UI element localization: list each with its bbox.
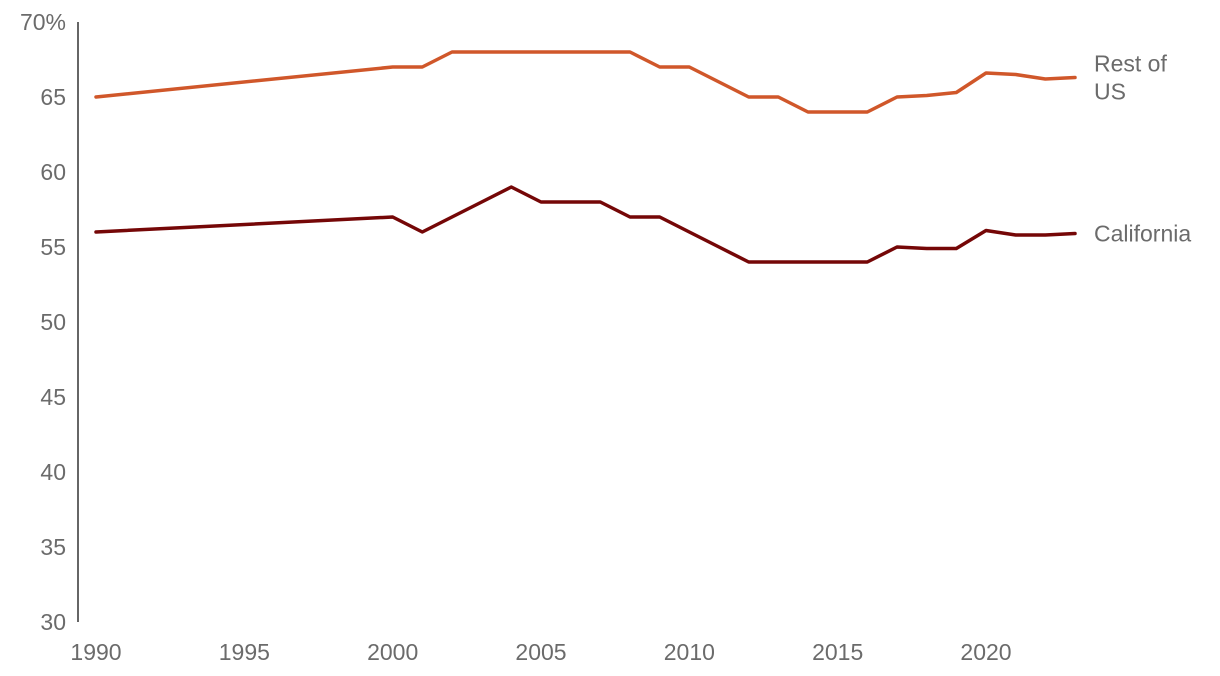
series-label-california: California <box>1094 221 1191 247</box>
y-axis-ticks: 30 35 40 45 50 55 60 65 70% <box>20 9 66 635</box>
y-tick-label: 55 <box>40 234 66 260</box>
y-tick-label: 35 <box>40 534 66 560</box>
series-label-line: US <box>1094 79 1126 105</box>
series-label-line: California <box>1094 221 1191 247</box>
x-tick-label: 2000 <box>367 639 418 665</box>
series-label-rest-of-us: Rest of US <box>1094 51 1167 105</box>
x-axis-ticks: 1990 1995 2000 2005 2010 2015 2020 <box>70 639 1011 665</box>
x-tick-label: 2005 <box>515 639 566 665</box>
y-tick-label: 65 <box>40 84 66 110</box>
series-layer: Rest of US California <box>94 50 1191 264</box>
y-tick-label: 30 <box>40 609 66 635</box>
x-tick-label: 2020 <box>960 639 1011 665</box>
x-tick-label: 1990 <box>70 639 121 665</box>
y-tick-label: 45 <box>40 384 66 410</box>
y-tick-label: 60 <box>40 159 66 185</box>
x-tick-label: 2010 <box>664 639 715 665</box>
x-tick-label: 2015 <box>812 639 863 665</box>
series-line-rest-of-us <box>94 50 1077 114</box>
y-tick-label: 70% <box>20 9 66 35</box>
x-tick-label: 1995 <box>219 639 270 665</box>
y-tick-label: 40 <box>40 459 66 485</box>
series-line-california <box>94 185 1077 264</box>
series-label-line: Rest of <box>1094 51 1167 77</box>
y-tick-label: 50 <box>40 309 66 335</box>
